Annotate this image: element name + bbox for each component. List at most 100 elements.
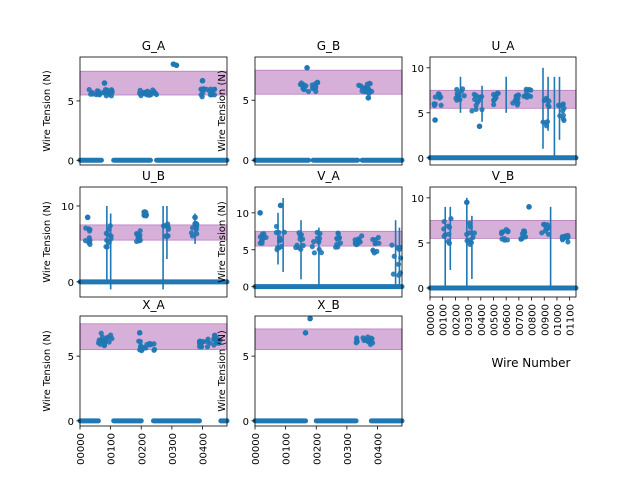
data-point [273,223,280,230]
x-tick-label: 00800 [528,304,539,336]
data-point [539,230,545,236]
outlier-point [211,332,218,339]
data-point [194,231,200,237]
data-point [204,344,211,350]
x-axis-label: Wire Number [491,356,570,370]
data-point [260,233,266,239]
data-point [216,340,222,346]
y-axis-label: Wire Tension (N) [42,201,53,283]
data-point [545,231,552,237]
data-point [281,229,287,235]
outlier-point [464,199,470,206]
x-tick-label: 00300 [464,304,475,336]
data-point [211,342,217,348]
outlier-point [277,202,284,209]
axes-frame [429,56,577,166]
data-point [459,86,466,92]
x-tick-label: 00300 [168,433,179,465]
x-tick-label: 00500 [489,304,500,336]
data-point [143,89,150,95]
data-point [201,86,207,92]
x-tick-label: 00200 [451,304,462,336]
data-point [565,239,571,245]
subplot-g-b: 0 5 G_B Wire Tension (N) [217,39,405,167]
y-tick-label: 5 [68,352,74,363]
data-point [396,246,402,253]
data-point [356,82,362,88]
data-point [82,238,89,244]
data-point [103,244,109,250]
subplot-x-b: 0 5 00000 00100 00200 00300 00400 X_B Wire Tensi… [217,298,405,465]
subplot-g-a: 0 5 G_A Wire Tension (N) [42,39,230,167]
data-point [454,97,460,103]
y-tick-label: 5 [68,97,74,108]
y-tick-label: 0 [68,278,74,289]
y-tick-label: 0 [418,154,424,165]
data-point [365,86,371,92]
y-tick-label: 5 [418,239,424,250]
data-point [490,91,497,98]
data-point [473,102,479,108]
data-point [311,250,317,256]
data-point [257,240,263,246]
subplot-title: U_B [142,169,165,183]
data-point [435,91,442,97]
data-point [521,228,527,234]
data-point [134,232,140,238]
data-point [87,226,93,233]
data-point [544,97,550,103]
subplot-title: V_A [317,169,340,183]
outlier-point [173,62,180,69]
data-point [273,229,279,236]
data-point [103,230,109,236]
x-tick-label: 01100 [566,304,577,336]
y-tick-label: 0 [68,417,74,428]
data-point [546,103,552,110]
data-point [138,93,144,99]
data-point [467,241,473,248]
subplot-title: G_B [317,39,341,53]
data-point [138,344,144,350]
axes-frame [429,186,577,298]
outlier-point [84,214,91,221]
y-tick-label: 5 [243,246,249,257]
data-point [445,223,451,229]
data-point [441,218,447,225]
data-point [207,88,213,94]
data-point [143,345,149,351]
x-tick-label: 00100 [107,433,118,465]
y-axis-label: Wire Tension (N) [217,330,228,412]
y-axis-label: Wire Tension (N) [217,70,228,152]
data-point [366,90,372,96]
data-point [300,86,306,92]
data-point [464,231,470,237]
data-point [391,253,397,259]
data-point [432,94,438,100]
outlier-point [199,77,206,84]
y-tick-label: 0 [68,156,74,167]
outlier-point [526,204,532,210]
data-point [454,86,460,93]
axes-frame [254,186,403,298]
data-point [446,231,452,237]
data-point [560,112,566,118]
data-point [274,247,280,253]
data-point [147,92,153,98]
data-point [314,235,321,241]
data-point [194,221,200,227]
data-point [522,92,528,99]
y-tick-label: 0 [243,156,249,167]
data-point [314,229,320,235]
data-point [371,250,377,256]
data-point [316,246,322,252]
data-point [356,237,362,243]
data-point [469,108,475,114]
data-point [432,101,438,107]
outlier-point [476,123,483,130]
data-point [473,106,479,112]
data-point [309,244,315,250]
data-point [476,98,482,104]
data-point [445,238,451,244]
outlier-point [307,315,313,322]
data-point [543,120,549,126]
